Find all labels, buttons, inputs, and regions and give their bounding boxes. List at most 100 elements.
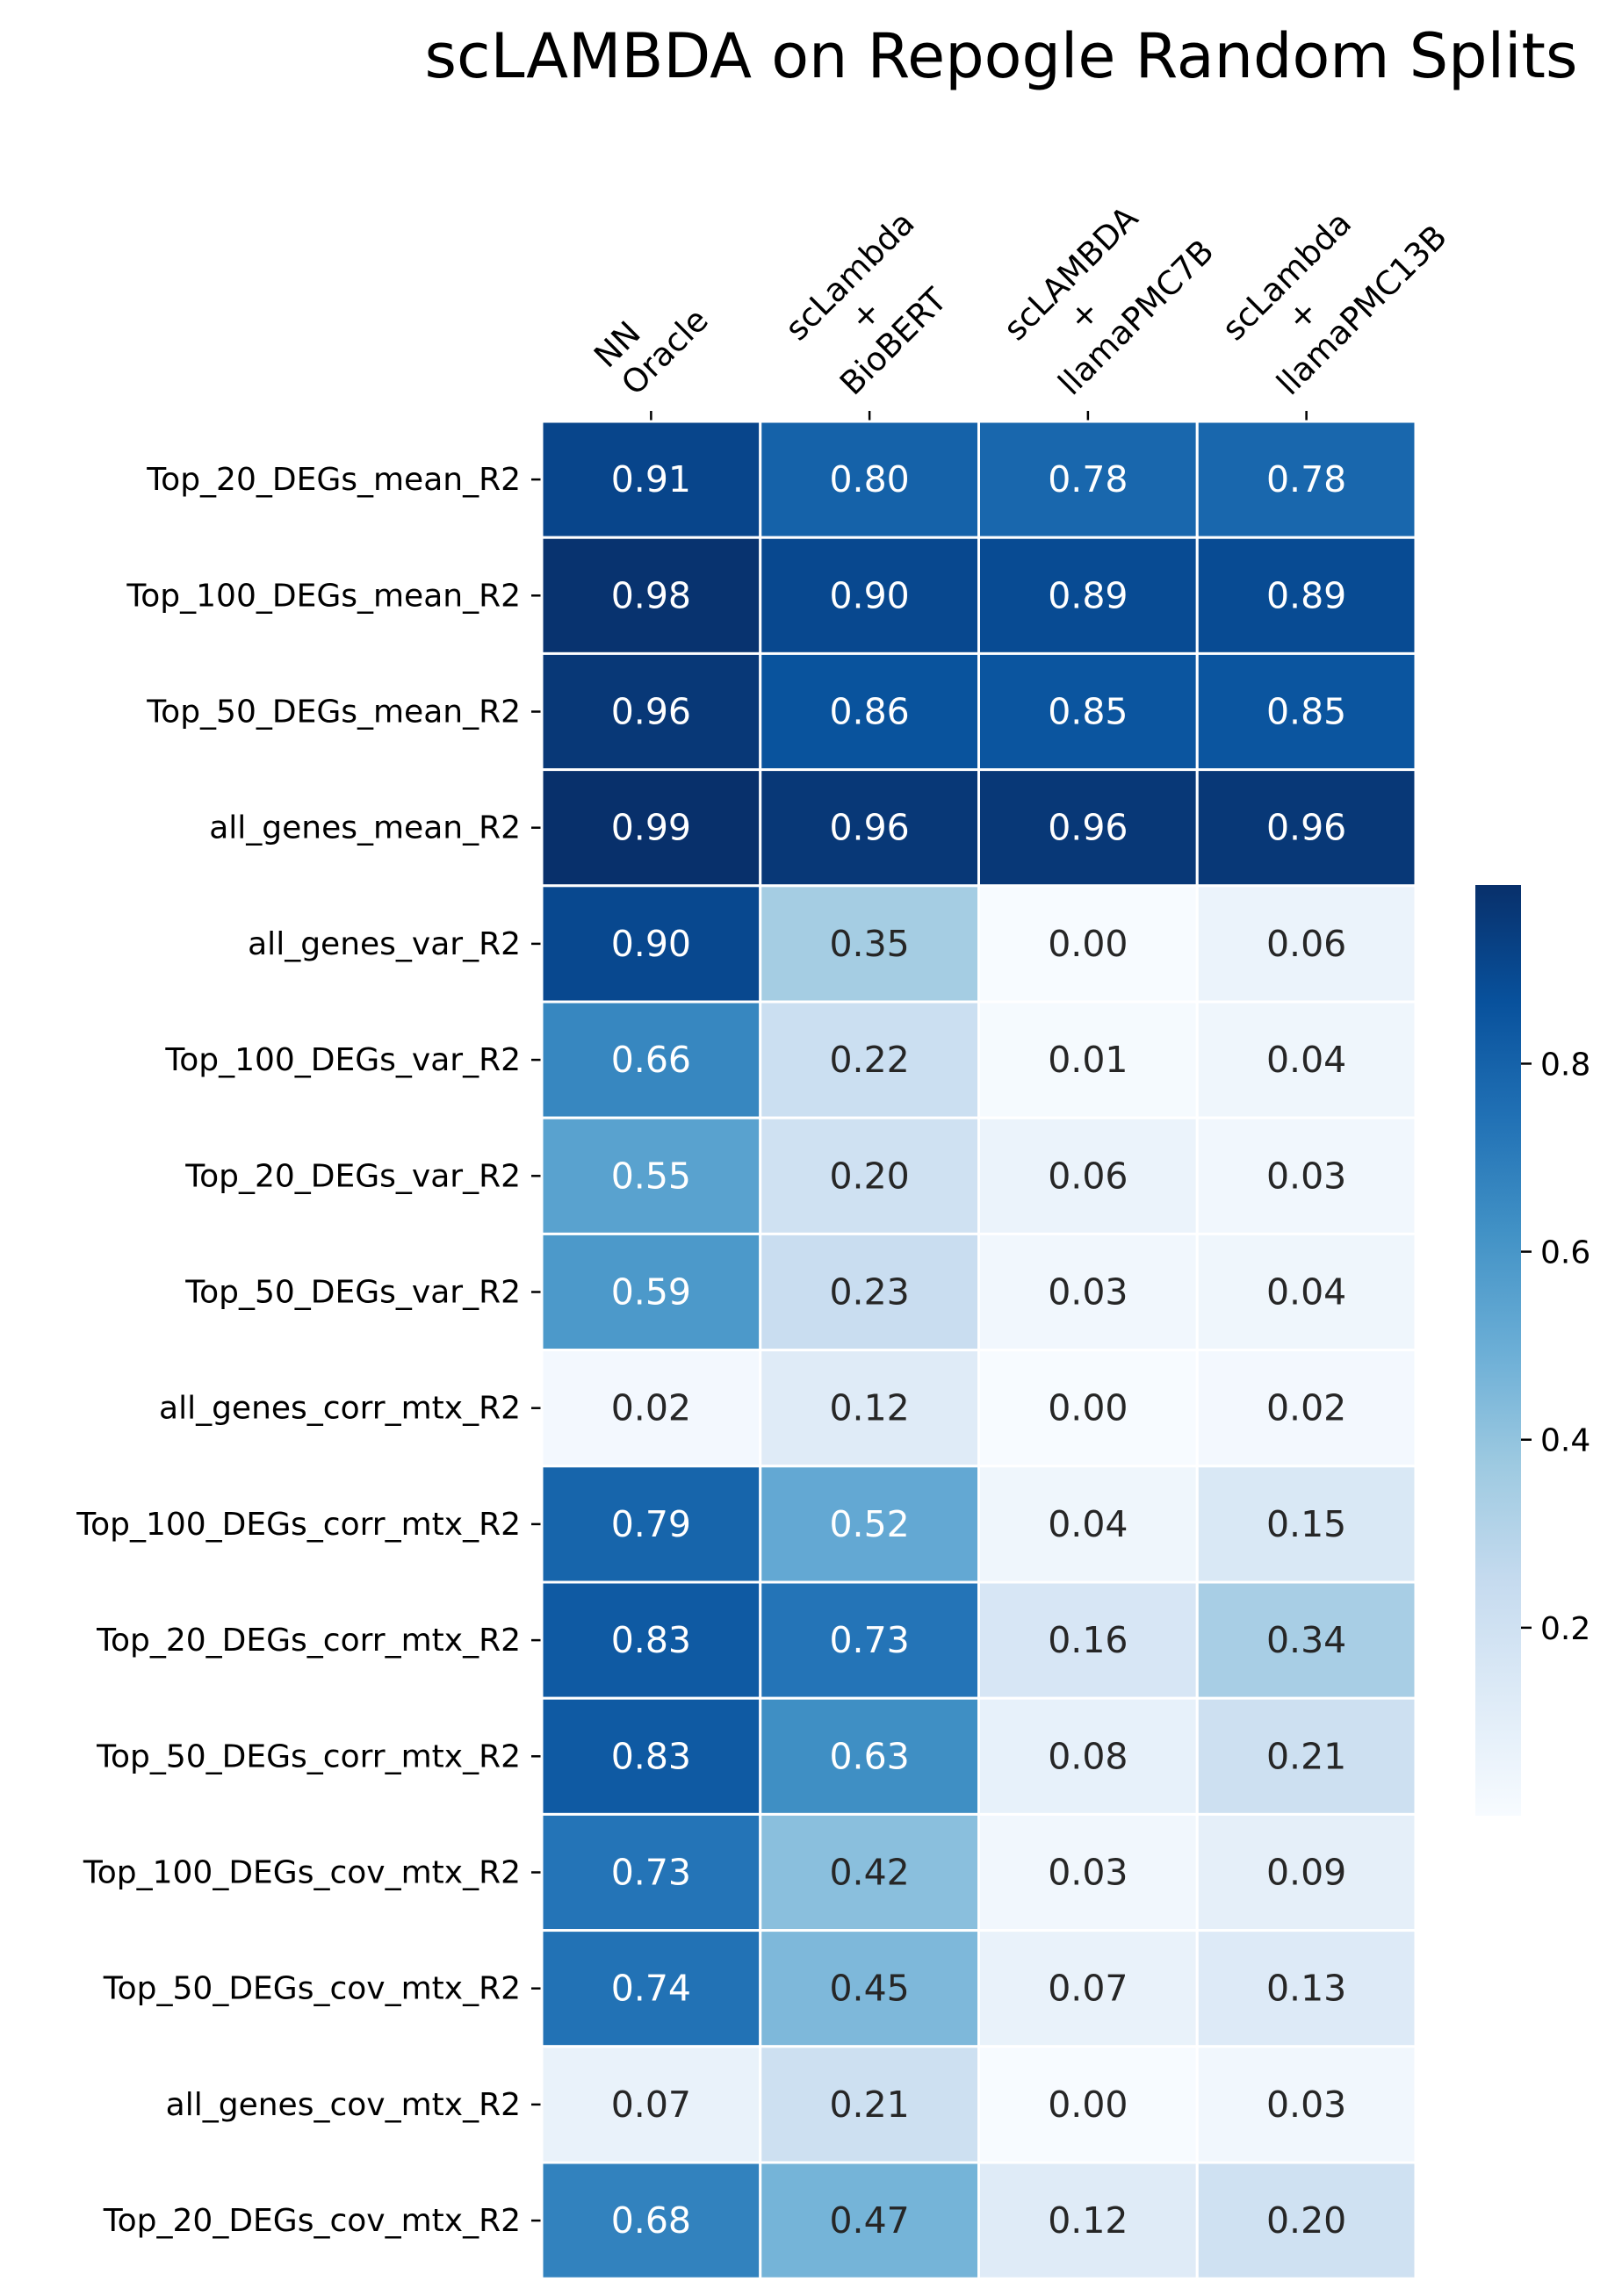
- heatmap-cell: [1195, 1929, 1417, 2048]
- cell-value-label: 0.07: [611, 2084, 691, 2126]
- row-label: all_genes_mean_R2: [209, 810, 521, 846]
- heatmap-cell: [759, 651, 980, 772]
- cell-value-label: 0.80: [829, 458, 909, 500]
- heatmap-cell: [540, 2161, 762, 2280]
- colorbar-gradient: [1475, 885, 1521, 1816]
- heatmap-cell: [540, 1116, 762, 1235]
- cell-value-label: 0.96: [611, 691, 691, 733]
- colorbar-tick-label: 0.4: [1540, 1423, 1590, 1459]
- row-label: Top_20_DEGs_var_R2: [184, 1158, 521, 1194]
- heatmap-cell: [759, 1812, 980, 1933]
- column-label: scLAMBDA+llamaPMC7B: [997, 177, 1222, 402]
- row-label: all_genes_var_R2: [248, 926, 521, 962]
- heatmap-cell: [759, 420, 980, 539]
- row-label: Top_50_DEGs_corr_mtx_R2: [96, 1738, 521, 1774]
- row-label: Top_100_DEGs_mean_R2: [126, 578, 521, 614]
- heatmap-cell: [977, 2161, 1199, 2280]
- cell-value-label: 0.12: [1048, 2199, 1128, 2242]
- heatmap-cell: [1195, 884, 1417, 1004]
- cell-value-label: 0.74: [611, 1968, 691, 2010]
- cell-value-label: 0.03: [1266, 2084, 1346, 2126]
- heatmap-cell: [977, 1116, 1199, 1235]
- cell-value-label: 0.16: [1048, 1619, 1128, 1661]
- heatmap-cell: [759, 1465, 980, 1584]
- row-label: Top_100_DEGs_corr_mtx_R2: [76, 1507, 521, 1543]
- heatmap-cell: [540, 768, 762, 888]
- cell-value-label: 0.22: [829, 1039, 909, 1081]
- cell-value-label: 0.35: [829, 923, 909, 965]
- heatmap-cell: [977, 651, 1199, 772]
- heatmap-cell: [977, 1465, 1199, 1584]
- heatmap-cell: [540, 1812, 762, 1933]
- cell-value-label: 0.03: [1266, 1155, 1346, 1197]
- heatmap-cell: [759, 1696, 980, 1816]
- heatmap-cell: [759, 2045, 980, 2164]
- heatmap-cell: [1195, 1465, 1417, 1584]
- row-label: Top_100_DEGs_var_R2: [164, 1042, 521, 1078]
- heatmap-cell: [1195, 1349, 1417, 1468]
- column-label: scLambda+BioBERT: [778, 204, 977, 402]
- cell-value-label: 0.15: [1266, 1503, 1346, 1545]
- cell-value-label: 0.86: [829, 691, 909, 733]
- cell-value-label: 0.21: [829, 2084, 909, 2126]
- cell-value-label: 0.02: [1266, 1387, 1346, 1429]
- row-label: Top_20_DEGs_cov_mtx_R2: [103, 2203, 521, 2239]
- heatmap-cell: [759, 1580, 980, 1700]
- heatmap-cell: [759, 2161, 980, 2280]
- heatmap-cell: [759, 1349, 980, 1468]
- cell-value-label: 0.79: [611, 1503, 691, 1545]
- cell-value-label: 0.99: [611, 807, 691, 849]
- cell-value-label: 0.06: [1048, 1155, 1128, 1197]
- cell-value-label: 0.02: [611, 1387, 691, 1429]
- heatmap-cell: [1195, 1812, 1417, 1933]
- cell-value-label: 0.78: [1266, 458, 1346, 500]
- cell-value-label: 0.20: [829, 1155, 909, 1197]
- cell-value-label: 0.85: [1048, 691, 1128, 733]
- heatmap-cell: [1195, 536, 1417, 655]
- heatmap-cell: [759, 1232, 980, 1352]
- heatmap-cell: [540, 1929, 762, 2048]
- cell-value-label: 0.96: [1048, 807, 1128, 849]
- cell-value-label: 0.52: [829, 1503, 909, 1545]
- heatmap-cell: [977, 1812, 1199, 1933]
- cell-value-label: 0.90: [611, 923, 691, 965]
- cell-value-label: 0.07: [1048, 1968, 1128, 2010]
- heatmap-cell: [1195, 1696, 1417, 1816]
- cell-value-label: 0.98: [611, 574, 691, 616]
- cell-value-label: 0.73: [611, 1852, 691, 1894]
- row-label: Top_50_DEGs_var_R2: [184, 1275, 521, 1311]
- colorbar-tick-label: 0.8: [1540, 1047, 1590, 1083]
- heatmap-cell: [759, 884, 980, 1004]
- cell-value-label: 0.63: [829, 1735, 909, 1777]
- heatmap-cell: [540, 2045, 762, 2164]
- heatmap-cell: [540, 1232, 762, 1352]
- cell-value-label: 0.20: [1266, 2199, 1346, 2242]
- cell-value-label: 0.21: [1266, 1735, 1346, 1777]
- cell-value-label: 0.00: [1048, 1387, 1128, 1429]
- cell-value-label: 0.23: [829, 1271, 909, 1314]
- cell-value-label: 0.66: [611, 1039, 691, 1081]
- colorbar-tick-label: 0.2: [1540, 1611, 1590, 1647]
- cell-value-label: 0.04: [1266, 1039, 1346, 1081]
- row-labels: Top_20_DEGs_mean_R2 Top_100_DEGs_mean_R2 T…: [76, 462, 542, 2239]
- cell-value-label: 0.08: [1048, 1735, 1128, 1777]
- column-labels: NNOracle scLambda+BioBERT scLAMBDA+llamaPM…: [587, 163, 1454, 421]
- cell-value-label: 0.55: [611, 1155, 691, 1197]
- cell-value-label: 0.13: [1266, 1968, 1346, 2010]
- cell-value-label: 0.89: [1048, 574, 1128, 616]
- heatmap-cell: [1195, 2161, 1417, 2280]
- cell-value-label: 0.89: [1266, 574, 1346, 616]
- cell-value-label: 0.42: [829, 1852, 909, 1894]
- heatmap-cell: [1195, 651, 1417, 772]
- cell-value-label: 0.73: [829, 1619, 909, 1661]
- heatmap-cell: [540, 420, 762, 539]
- cell-value-label: 0.83: [611, 1735, 691, 1777]
- heatmap-cell: [1195, 768, 1417, 888]
- heatmap-cell: [977, 1929, 1199, 2048]
- cell-value-label: 0.47: [829, 2199, 909, 2242]
- cell-value-label: 0.90: [829, 574, 909, 616]
- column-label: scLambda+llamaPMC13B: [1215, 163, 1454, 403]
- colorbar: 0.2 0.4 0.6 0.8: [1475, 885, 1590, 1816]
- row-label: Top_20_DEGs_mean_R2: [146, 462, 521, 498]
